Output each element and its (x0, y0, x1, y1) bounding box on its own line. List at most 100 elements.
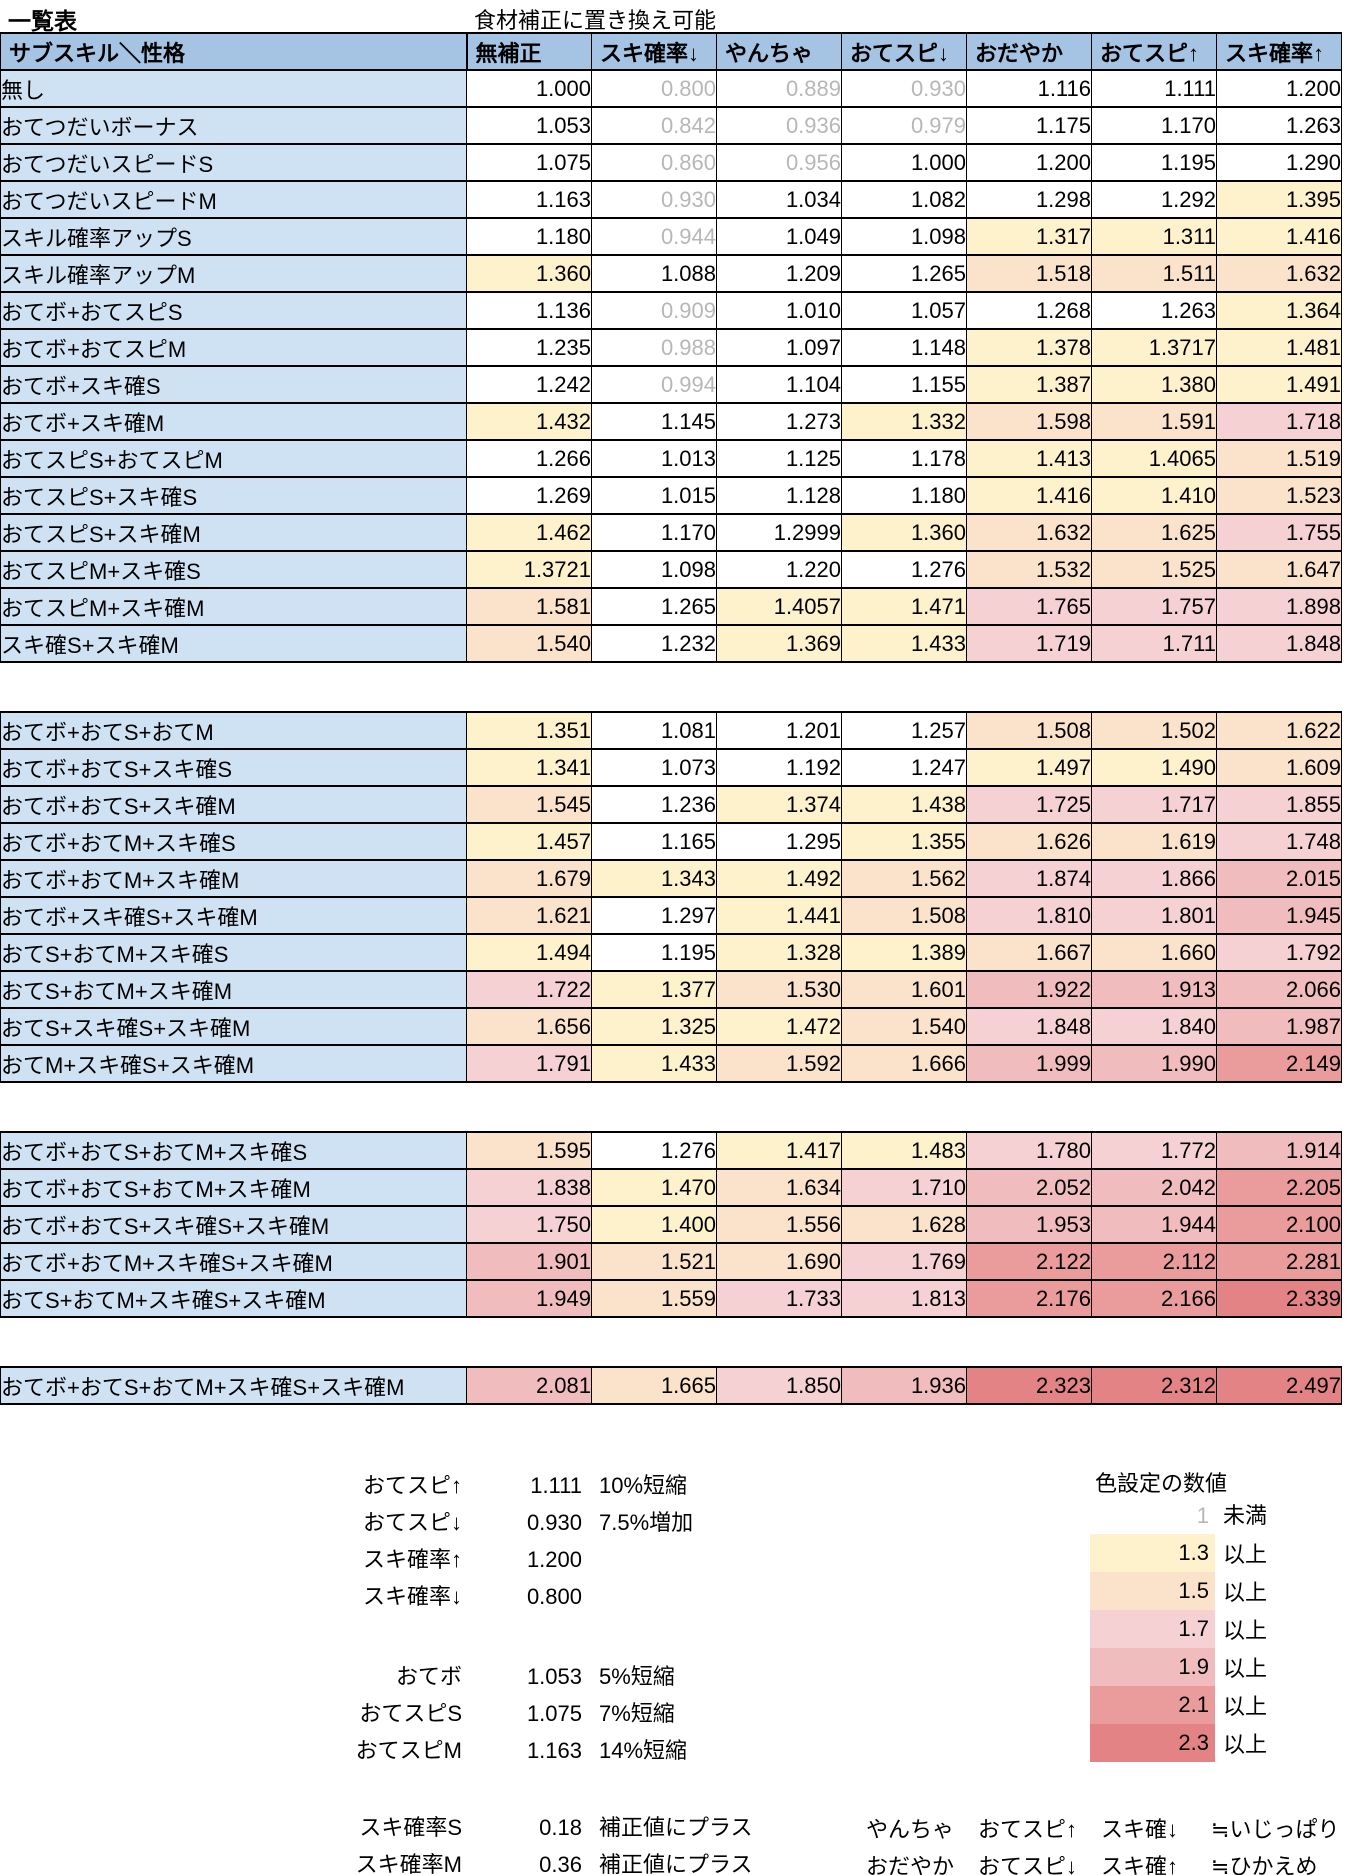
value-cell: 1.457 (466, 822, 592, 861)
value-cell: 1.813 (841, 1279, 967, 1318)
value-cell: 1.718 (1216, 402, 1342, 441)
value-cell: 1.195 (1091, 143, 1217, 182)
nature-note: おてスピ↑ (978, 1817, 1078, 1842)
value-cell: 1.351 (466, 711, 592, 750)
column-header: スキ確率↑ (1216, 32, 1342, 71)
value-cell: 1.497 (966, 748, 1092, 787)
value-cell: 1.725 (966, 785, 1092, 824)
value-cell: 1.377 (591, 970, 717, 1009)
value-cell: 1.471 (841, 587, 967, 626)
value-cell: 1.750 (466, 1205, 592, 1244)
value-cell: 1.081 (591, 711, 717, 750)
value-cell: 1.088 (591, 254, 717, 293)
value-cell: 1.369 (716, 624, 842, 663)
table-row: おてスピM+スキ確S 1.3721 1.098 1.220 1.276 1.532 1.52… (0, 550, 1342, 589)
color-swatch: 1.5 (1090, 1572, 1215, 1610)
value-cell: 2.081 (466, 1366, 592, 1405)
value-cell: 1.667 (966, 933, 1092, 972)
table-row: おてボ+スキ確M 1.432 1.145 1.273 1.332 1.598 1.591 1.… (0, 402, 1342, 441)
column-header: やんちゃ (716, 32, 842, 71)
value-cell: 1.378 (966, 328, 1092, 367)
value-cell: 1.502 (1091, 711, 1217, 750)
value-cell: 1.901 (466, 1242, 592, 1281)
value-cell: 1.220 (716, 550, 842, 589)
value-cell: 1.116 (966, 69, 1092, 108)
legend-label: おてスピ↓ (362, 1510, 462, 1535)
legend-description: 10%短縮 (599, 1473, 688, 1498)
color-scale-label: 以上 (1223, 1732, 1268, 1757)
value-cell: 1.792 (1216, 933, 1342, 972)
value-cell: 1.810 (966, 896, 1092, 935)
value-cell: 1.801 (1091, 896, 1217, 935)
multiplier-legend-row: スキ確率S 0.18 補正値にプラス (0, 1812, 752, 1844)
value-cell: 2.112 (1091, 1242, 1217, 1281)
row-label-cell: おてつだいスピードM (0, 180, 467, 219)
value-cell: 1.180 (466, 217, 592, 256)
value-cell: 1.104 (716, 365, 842, 404)
value-cell: 1.898 (1216, 587, 1342, 626)
multiplier-legend-row: おてスピM 1.163 14%短縮 (0, 1735, 687, 1767)
value-cell: 1.292 (1091, 180, 1217, 219)
color-scale-label: 以上 (1223, 1656, 1268, 1681)
value-cell: 1.178 (841, 439, 967, 478)
value-cell: 1.170 (591, 513, 717, 552)
value-cell: 1.200 (966, 143, 1092, 182)
value-cell: 1.508 (841, 896, 967, 935)
value-cell: 1.632 (966, 513, 1092, 552)
color-scale-row: 1.9 以上 (1090, 1648, 1267, 1686)
value-cell: 1.332 (841, 402, 967, 441)
value-cell: 1.850 (716, 1366, 842, 1405)
value-cell: 1.722 (466, 970, 592, 1009)
value-cell: 1.690 (716, 1242, 842, 1281)
value-cell: 1.656 (466, 1007, 592, 1046)
value-cell: 1.519 (1216, 439, 1342, 478)
row-label-cell: おてボ+おてS+スキ確M (0, 785, 467, 824)
color-swatch: 1.3 (1090, 1534, 1215, 1572)
value-cell: 1.276 (841, 550, 967, 589)
value-cell: 1.532 (966, 550, 1092, 589)
color-scale-row: 2.1 以上 (1090, 1686, 1267, 1724)
column-header: おてスピ↑ (1091, 32, 1217, 71)
value-cell: 1.944 (1091, 1205, 1217, 1244)
value-cell: 1.242 (466, 365, 592, 404)
value-cell: 1.432 (466, 402, 592, 441)
value-cell: 0.936 (716, 106, 842, 145)
legend-label: スキ確率↑ (362, 1547, 462, 1572)
value-cell: 2.066 (1216, 970, 1342, 1009)
value-cell: 2.205 (1216, 1168, 1342, 1207)
row-label-cell: 無し (0, 69, 467, 108)
value-cell: 0.944 (591, 217, 717, 256)
value-cell: 2.312 (1091, 1366, 1217, 1405)
value-cell: 0.842 (591, 106, 717, 145)
value-cell: 1.755 (1216, 513, 1342, 552)
value-cell: 1.490 (1091, 748, 1217, 787)
value-cell: 1.679 (466, 859, 592, 898)
table-row: おてボ+おてS+スキ確M 1.545 1.236 1.374 1.438 1.725 1.7… (0, 785, 1342, 824)
value-cell: 1.733 (716, 1279, 842, 1318)
value-cell: 1.562 (841, 859, 967, 898)
color-scale-row: 1.3 以上 (1090, 1534, 1267, 1572)
row-label-cell: おてボ+おてS+スキ確S+スキ確M (0, 1205, 467, 1244)
value-cell: 1.192 (716, 748, 842, 787)
table-row: おてS+おてM+スキ確S 1.494 1.195 1.328 1.389 1.667 1.6… (0, 933, 1342, 972)
table-row: おてスピM+スキ確M 1.581 1.265 1.4057 1.471 1.765 1.75… (0, 587, 1342, 626)
value-cell: 1.757 (1091, 587, 1217, 626)
nature-note: ≒ひかえめ (1211, 1854, 1318, 1875)
row-label-cell: おてスピM+スキ確M (0, 587, 467, 626)
value-cell: 1.545 (466, 785, 592, 824)
column-header: スキ確率↓ (591, 32, 717, 71)
value-cell: 1.481 (1216, 328, 1342, 367)
value-cell: 1.111 (1091, 69, 1217, 108)
value-cell: 1.328 (716, 933, 842, 972)
value-cell: 1.525 (1091, 550, 1217, 589)
value-cell: 1.492 (716, 859, 842, 898)
value-cell: 0.930 (841, 69, 967, 108)
value-cell: 1.581 (466, 587, 592, 626)
value-cell: 1.000 (841, 143, 967, 182)
value-cell: 1.232 (591, 624, 717, 663)
value-cell: 1.297 (591, 896, 717, 935)
value-cell: 1.717 (1091, 785, 1217, 824)
value-cell: 0.909 (591, 291, 717, 330)
value-cell: 1.247 (841, 748, 967, 787)
value-cell: 1.057 (841, 291, 967, 330)
